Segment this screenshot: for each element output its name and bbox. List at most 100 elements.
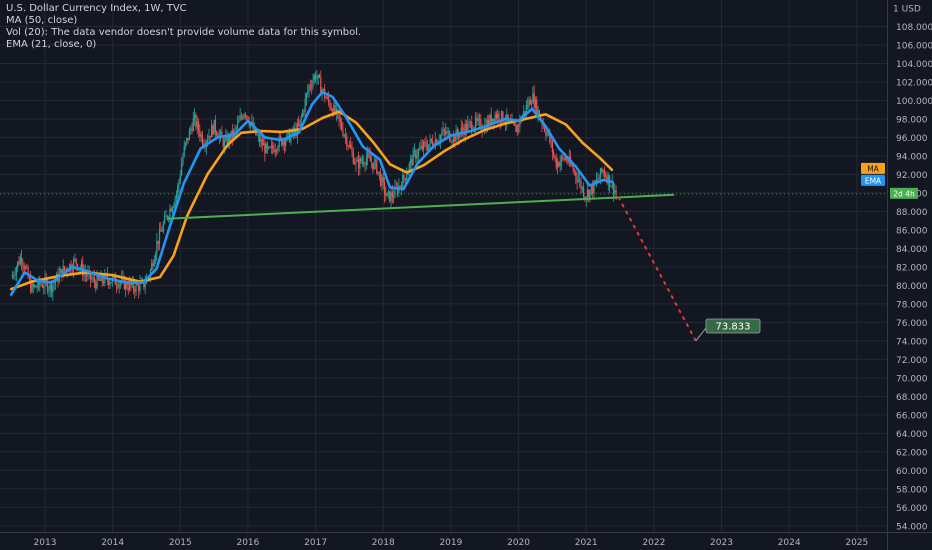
candle-body: [278, 136, 280, 148]
projection-line[interactable]: [617, 196, 697, 342]
candle-body: [197, 121, 200, 131]
candle-body: [342, 129, 344, 136]
ema-tag-box: [861, 174, 885, 186]
target-callout-pointer: [695, 327, 707, 342]
candle-body: [41, 284, 43, 288]
candle-body: [274, 150, 276, 153]
candle-body: [365, 158, 367, 165]
candle-body: [261, 138, 263, 146]
candle-body: [476, 117, 478, 122]
legend-ma[interactable]: MA (50, close): [6, 15, 78, 26]
candle-body: [411, 159, 413, 166]
candle-body: [35, 285, 37, 288]
target-callout-box[interactable]: [705, 318, 761, 334]
candle-body: [383, 182, 386, 195]
candle-body: [586, 189, 589, 198]
candle-body: [95, 282, 97, 289]
x-tick-label: 2020: [507, 538, 530, 548]
candle-body: [330, 107, 332, 110]
candle-body: [186, 138, 188, 143]
candle-body: [243, 114, 245, 119]
candle-body: [102, 281, 105, 284]
candle-body: [195, 114, 197, 128]
candle-body: [551, 141, 553, 153]
candle-body: [425, 142, 427, 148]
candle-body: [325, 98, 327, 99]
candle-body: [269, 147, 271, 148]
candle-body: [592, 185, 594, 194]
candle-body: [445, 130, 447, 134]
candle-body: [543, 125, 546, 131]
candle-body: [381, 177, 383, 186]
candle-body: [334, 104, 336, 114]
legend-ema[interactable]: EMA (21, close, 0): [6, 39, 97, 50]
candle-body: [40, 284, 42, 286]
candle-body: [354, 163, 356, 165]
candle-body: [572, 166, 574, 171]
candle-body: [611, 182, 613, 187]
candle-body: [391, 192, 393, 198]
candle-body: [519, 118, 521, 127]
candle-body: [343, 135, 345, 137]
legend-vol[interactable]: Vol (20): The data vendor doesn't provid…: [6, 27, 362, 38]
candle-body: [299, 119, 301, 126]
y-axis-currency[interactable]: 1 USD: [893, 5, 921, 15]
candle-body: [173, 205, 175, 208]
candle-body: [164, 215, 166, 224]
candle-body: [598, 177, 600, 180]
candle-body: [279, 136, 282, 138]
candle-body: [49, 282, 51, 290]
candle-body: [602, 169, 604, 172]
candle-body: [412, 150, 414, 166]
candle-body: [97, 275, 99, 280]
candle-body: [446, 131, 448, 134]
candle-body: [601, 168, 603, 172]
candle-body: [225, 136, 227, 141]
candle-body: [62, 266, 64, 277]
candle-body: [115, 284, 118, 286]
candle-body: [14, 274, 16, 276]
candle-body: [19, 257, 21, 265]
drawings[interactable]: 73.833: [0, 193, 887, 342]
candle-body: [404, 178, 406, 181]
candle-body: [465, 123, 468, 131]
candle-body: [61, 269, 63, 277]
candle-body: [596, 179, 598, 183]
candle-body: [31, 283, 33, 292]
candle-body: [268, 147, 270, 149]
candle-body: [359, 158, 361, 169]
candle-body: [92, 277, 94, 279]
candle-body: [555, 158, 557, 168]
candle-body: [605, 175, 607, 177]
candle-body: [567, 160, 569, 163]
candle-body: [54, 281, 57, 284]
candle-body: [524, 111, 526, 114]
candle-body: [369, 156, 371, 162]
candle-body: [13, 275, 15, 277]
candle-body: [30, 278, 32, 292]
candle-body: [190, 128, 192, 131]
candle-body: [71, 269, 73, 271]
support-trendline[interactable]: [166, 193, 675, 220]
candle-body: [471, 122, 473, 132]
candle-body: [370, 161, 373, 164]
candle-body: [209, 135, 211, 138]
candle-body: [63, 266, 66, 270]
candle-body: [367, 153, 369, 159]
candle-body: [304, 98, 306, 112]
candle-body: [484, 124, 486, 132]
candle-body: [204, 146, 206, 148]
candle-body: [236, 122, 239, 128]
candle-body: [183, 146, 185, 157]
candle-body: [300, 116, 302, 120]
y-tick-label: 94.000: [896, 152, 928, 162]
ma-tag-label: MA: [867, 164, 879, 173]
candle-body: [134, 289, 136, 292]
candle-body: [214, 119, 217, 133]
candle-body: [99, 279, 101, 281]
candle-body: [462, 127, 464, 131]
y-tick-label: 86.000: [896, 226, 928, 236]
legend-symbol[interactable]: U.S. Dollar Currency Index, 1W, TVC: [6, 3, 187, 14]
